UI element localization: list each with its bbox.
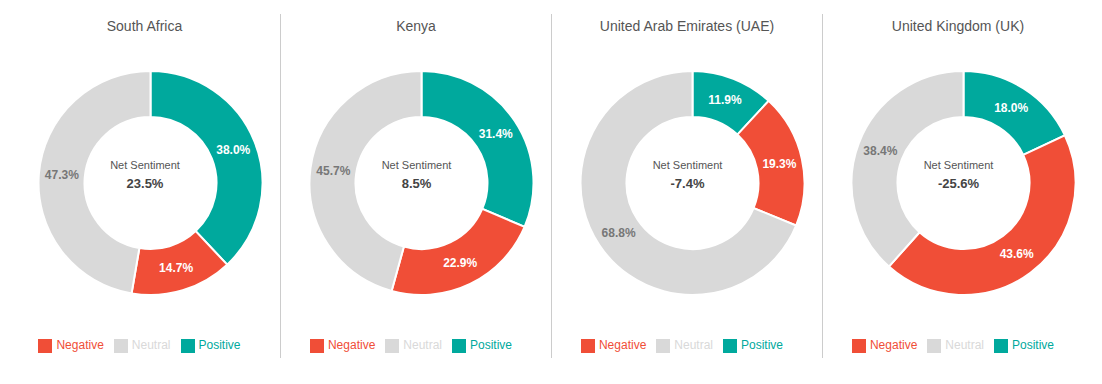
- html-text:8.5%: 8.5%: [401, 176, 432, 191]
- html-text:Negative: Negative: [599, 338, 647, 353]
- html-text:Neutral: Neutral: [403, 338, 442, 353]
- svg-text:19.3%: 19.3%: [762, 157, 796, 171]
- svg-text:14.7%: 14.7%: [159, 261, 193, 275]
- svg-text:11.9%: 11.9%: [708, 93, 742, 107]
- svg-text:18.0%: 18.0%: [994, 101, 1028, 115]
- html-text:Net Sentiment: Net Sentiment: [652, 159, 723, 171]
- svg-text:38.0%: 38.0%: [216, 143, 250, 157]
- html-text:Positive: Positive: [470, 338, 512, 353]
- html-text:Negative: Negative: [328, 338, 376, 353]
- svg-text:45.7%: 45.7%: [316, 164, 350, 178]
- html-text:United Arab Emirates (UAE): United Arab Emirates (UAE): [599, 18, 775, 34]
- html-text:-25.6%: -25.6%: [937, 176, 980, 191]
- html-text:Net Sentiment: Net Sentiment: [381, 159, 452, 171]
- svg-text:31.4%: 31.4%: [479, 127, 513, 141]
- html-text:Neutral: Neutral: [131, 338, 171, 353]
- html-text:Positive: Positive: [741, 338, 783, 353]
- svg-text:43.6%: 43.6%: [1000, 247, 1034, 261]
- html-text:Net Sentiment: Net Sentiment: [923, 159, 994, 171]
- html-text:23.5%: 23.5%: [126, 176, 164, 191]
- html-text:Positive: Positive: [198, 338, 241, 353]
- svg-text:68.8%: 68.8%: [602, 226, 636, 240]
- html-text:Negative: Negative: [870, 338, 918, 353]
- html-text:United Kingdom (UK): United Kingdom (UK): [891, 18, 1025, 34]
- html-text:Kenya: Kenya: [396, 18, 436, 34]
- html-text:Negative: Negative: [56, 338, 104, 353]
- svg-text:22.9%: 22.9%: [443, 256, 477, 270]
- html-text:Positive: Positive: [1012, 338, 1054, 353]
- html-text:Neutral: Neutral: [674, 338, 713, 353]
- svg-text:38.4%: 38.4%: [863, 144, 897, 158]
- html-text:Neutral: Neutral: [945, 338, 984, 353]
- html-text:Net Sentiment: Net Sentiment: [110, 159, 180, 171]
- html-text:-7.4%: -7.4%: [670, 176, 705, 191]
- html-text:South Africa: South Africa: [106, 18, 183, 34]
- svg-text:47.3%: 47.3%: [44, 168, 78, 182]
